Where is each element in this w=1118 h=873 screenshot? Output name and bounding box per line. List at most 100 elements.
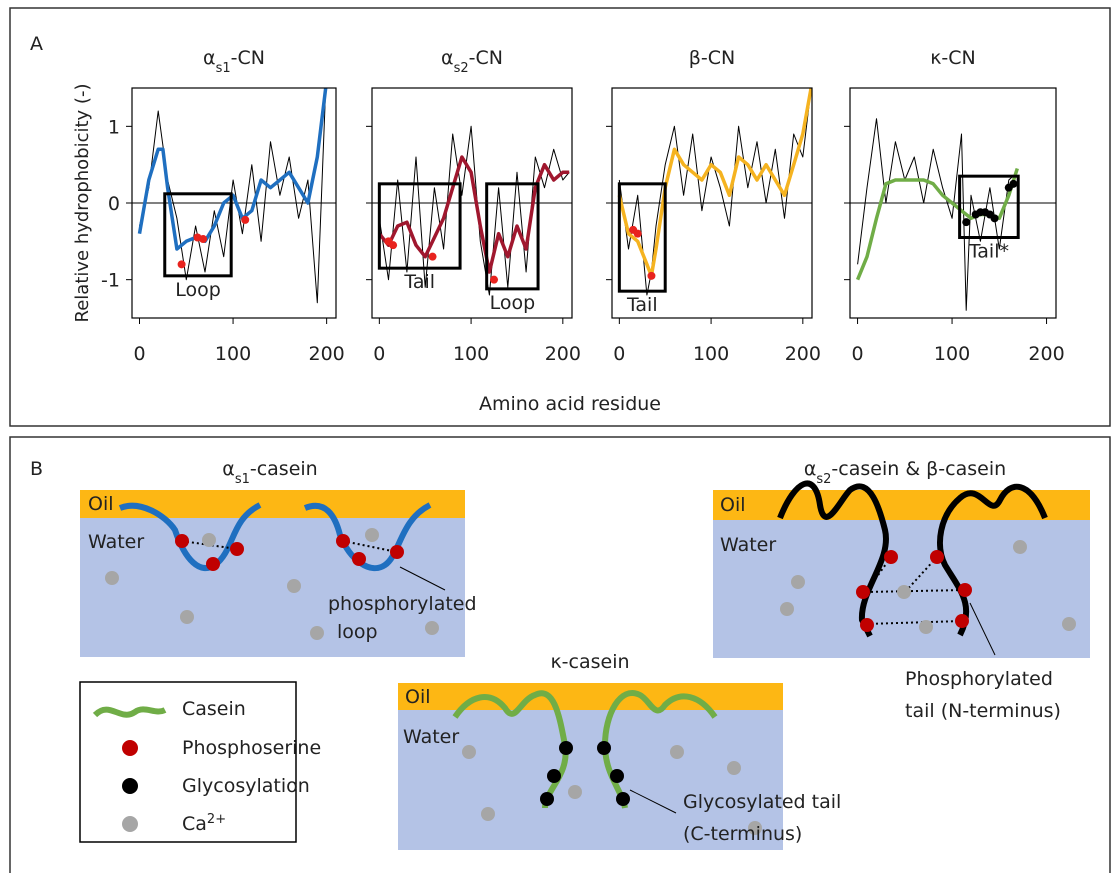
chart-title: β-CN bbox=[689, 47, 735, 69]
figure: A Amino acid residue Relative hydrophobi… bbox=[0, 0, 1118, 873]
calcium bbox=[780, 602, 794, 616]
phosphoserine bbox=[930, 550, 944, 564]
calcium bbox=[568, 785, 582, 799]
legend-swatch bbox=[122, 778, 138, 794]
note: Phosphorylated bbox=[905, 668, 1053, 690]
point bbox=[991, 214, 999, 222]
point bbox=[241, 216, 249, 224]
y-axis-label: Relative hydrophobicity (-) bbox=[72, 84, 93, 323]
glycosylation bbox=[547, 769, 561, 783]
phosphoserine bbox=[230, 542, 244, 556]
oil-label: Oil bbox=[405, 686, 431, 708]
title-part: s2 bbox=[454, 61, 469, 76]
glycosylation bbox=[616, 792, 630, 806]
legend-swatch bbox=[122, 740, 138, 756]
phosphoserine bbox=[352, 552, 366, 566]
y-tick-label: -1 bbox=[101, 270, 120, 292]
water-label: Water bbox=[88, 531, 144, 553]
calcium bbox=[727, 761, 741, 775]
chart-title: κ-CN bbox=[930, 47, 976, 69]
phosphoserine bbox=[955, 614, 969, 628]
diagram-kappa: κ-casein Oil Water Glycosylated tail (C-… bbox=[398, 651, 841, 850]
chart-title: αs1-CN bbox=[203, 47, 265, 76]
legend: Casein Phosphoserine Glycosylation Ca2+ bbox=[80, 682, 321, 842]
series-line bbox=[379, 126, 569, 295]
point bbox=[634, 230, 642, 238]
x-tick-label: 100 bbox=[215, 343, 251, 365]
phosphoserine bbox=[175, 534, 189, 548]
diagram-title: κ-casein bbox=[550, 651, 629, 673]
diagram-as1: αs1-casein Oil Water phosphorylated loop bbox=[80, 458, 477, 657]
legend-label: Casein bbox=[182, 698, 246, 720]
annotation-label: Tail bbox=[403, 271, 435, 293]
x-tick-label: 200 bbox=[545, 343, 581, 365]
point bbox=[962, 218, 970, 226]
legend-label: Phosphoserine bbox=[182, 737, 321, 759]
title-part: -CN bbox=[469, 47, 503, 69]
oil-label: Oil bbox=[720, 494, 746, 516]
calcium bbox=[287, 579, 301, 593]
calcium bbox=[1062, 617, 1076, 631]
series-line bbox=[858, 169, 1018, 280]
calcium bbox=[481, 807, 495, 821]
phosphoserine bbox=[958, 583, 972, 597]
calcium bbox=[202, 533, 216, 547]
point bbox=[178, 260, 186, 268]
x-tick-label: 100 bbox=[453, 343, 489, 365]
note: Glycosylated tail bbox=[683, 791, 841, 813]
calcium bbox=[670, 745, 684, 759]
point bbox=[429, 253, 437, 261]
x-tick-label: 200 bbox=[785, 343, 821, 365]
glycosylation bbox=[559, 741, 573, 755]
phosphoserine bbox=[856, 585, 870, 599]
x-tick-label: 0 bbox=[613, 343, 625, 365]
phosphoserine bbox=[336, 534, 350, 548]
title-part: s1 bbox=[216, 61, 231, 76]
point bbox=[389, 241, 397, 249]
y-tick-label: 0 bbox=[108, 193, 120, 215]
legend-label: Glycosylation bbox=[182, 775, 310, 797]
x-tick-label: 0 bbox=[852, 343, 864, 365]
note: loop bbox=[337, 621, 378, 643]
point bbox=[490, 276, 498, 284]
calcium bbox=[105, 571, 119, 585]
calcium bbox=[897, 585, 911, 599]
oil bbox=[398, 683, 783, 710]
x-tick-label: 100 bbox=[934, 343, 970, 365]
title-part: -CN bbox=[231, 47, 265, 69]
oil-label: Oil bbox=[88, 493, 114, 515]
phosphoserine bbox=[860, 618, 874, 632]
calcium bbox=[310, 626, 324, 640]
point bbox=[1009, 180, 1017, 188]
glycosylation bbox=[610, 769, 624, 783]
legend-swatch bbox=[122, 816, 138, 832]
calcium bbox=[791, 575, 805, 589]
panel-label: A bbox=[30, 33, 43, 55]
note: tail (N-terminus) bbox=[905, 700, 1061, 722]
title-part: κ-CN bbox=[930, 47, 976, 69]
calcium bbox=[180, 610, 194, 624]
title-part: β-CN bbox=[689, 47, 735, 69]
glycosylation bbox=[597, 741, 611, 755]
x-tick-label: 0 bbox=[133, 343, 145, 365]
phosphoserine bbox=[390, 545, 404, 559]
phosphoserine bbox=[884, 550, 898, 564]
note: (C-terminus) bbox=[683, 823, 802, 845]
y-tick-label: 1 bbox=[108, 116, 120, 138]
diagram-title: αs1-casein bbox=[222, 458, 317, 487]
note: phosphorylated bbox=[328, 593, 477, 615]
point bbox=[647, 272, 655, 280]
calcium bbox=[365, 528, 379, 542]
annotation-label: Tail bbox=[626, 294, 658, 316]
diagram-title: αs2-casein & β-casein bbox=[804, 458, 1006, 487]
phosphoserine bbox=[206, 557, 220, 571]
calcium bbox=[919, 620, 933, 634]
calcium bbox=[1013, 540, 1027, 554]
point bbox=[199, 235, 207, 243]
x-tick-label: 0 bbox=[373, 343, 385, 365]
glycosylation bbox=[540, 792, 554, 806]
diagram-as2-beta: αs2-casein & β-casein Oil Water Phosphor… bbox=[713, 458, 1090, 722]
series-line bbox=[619, 88, 811, 276]
title-part: α bbox=[203, 47, 216, 69]
water-label: Water bbox=[403, 726, 459, 748]
